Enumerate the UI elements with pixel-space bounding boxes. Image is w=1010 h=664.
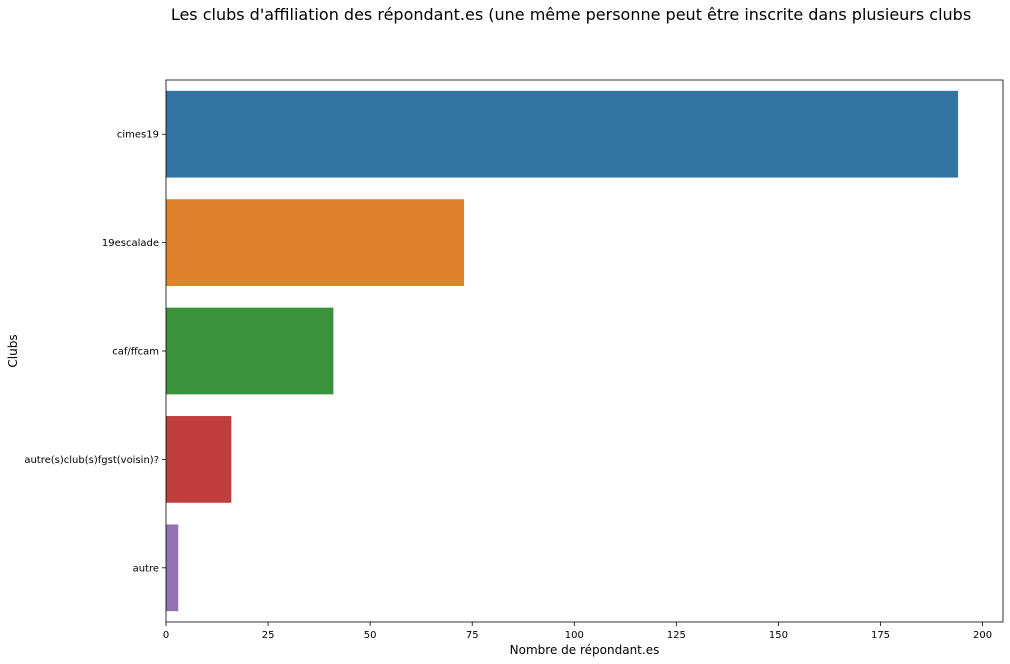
y-tick-label-1: 19escalade (102, 238, 159, 249)
y-tick-label-4: autre (133, 563, 159, 574)
x-tick-label-7: 175 (871, 630, 890, 641)
bar-2 (166, 307, 334, 395)
bar-0 (166, 90, 959, 178)
y-axis-label: Clubs (6, 334, 20, 367)
x-tick-label-6: 150 (769, 630, 788, 641)
bar-3 (166, 416, 232, 503)
x-tick-label-1: 25 (262, 630, 275, 641)
x-tick-label-3: 75 (466, 630, 479, 641)
bars-group (166, 90, 959, 612)
chart-title: Les clubs d'affiliation des répondant.es… (170, 5, 972, 24)
y-axis: cimes19 19escalade caf/ffcam autre(s)club(s… (24, 130, 166, 574)
y-tick-label-2: caf/ffcam (112, 347, 159, 358)
bar-1 (166, 199, 465, 286)
y-tick-label-3: autre(s)club(s)fgst(voisin)? (24, 455, 159, 466)
bar-4 (166, 524, 179, 612)
x-tick-label-0: 0 (163, 630, 169, 641)
x-axis: 0 25 50 75 100 125 150 175 200 (163, 622, 992, 641)
x-tick-label-4: 100 (565, 630, 584, 641)
x-axis-label: Nombre de répondant.es (510, 643, 660, 657)
x-tick-label-8: 200 (973, 630, 992, 641)
x-tick-label-2: 50 (364, 630, 377, 641)
x-tick-label-5: 125 (667, 630, 686, 641)
y-tick-label-0: cimes19 (117, 130, 159, 141)
